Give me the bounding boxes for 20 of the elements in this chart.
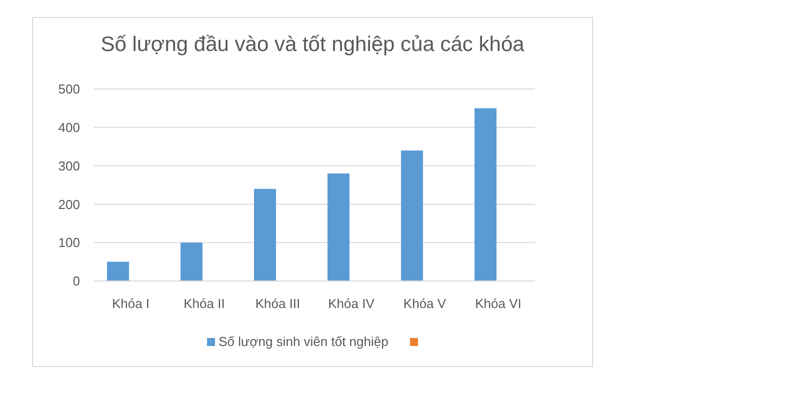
chart-title: Số lượng đầu vào và tốt nghiệp của các khóa (100, 33, 526, 57)
bar (474, 108, 496, 281)
legend-label: Số lượng sinh viên tốt nghiệp (218, 334, 388, 349)
y-tick-label: 100 (58, 235, 80, 250)
y-tick-label: 300 (58, 158, 80, 174)
x-tick-label: Khóa V (403, 296, 446, 312)
x-tick-label: Khóa VI (475, 296, 522, 312)
x-tick-label: Khóa III (255, 296, 300, 312)
bar (180, 242, 202, 281)
x-tick-label: Khóa IV (328, 296, 375, 312)
y-tick-label: 0 (72, 274, 80, 289)
y-tick-label: 200 (58, 196, 80, 212)
y-tick-label: 500 (58, 82, 80, 97)
x-tick-label: Khóa I (112, 296, 150, 312)
bar (328, 173, 350, 281)
bar (254, 188, 276, 281)
bar (107, 262, 129, 281)
x-tick-label: Khóa II (184, 296, 225, 312)
y-tick-label: 400 (58, 120, 80, 136)
bar (401, 150, 423, 281)
